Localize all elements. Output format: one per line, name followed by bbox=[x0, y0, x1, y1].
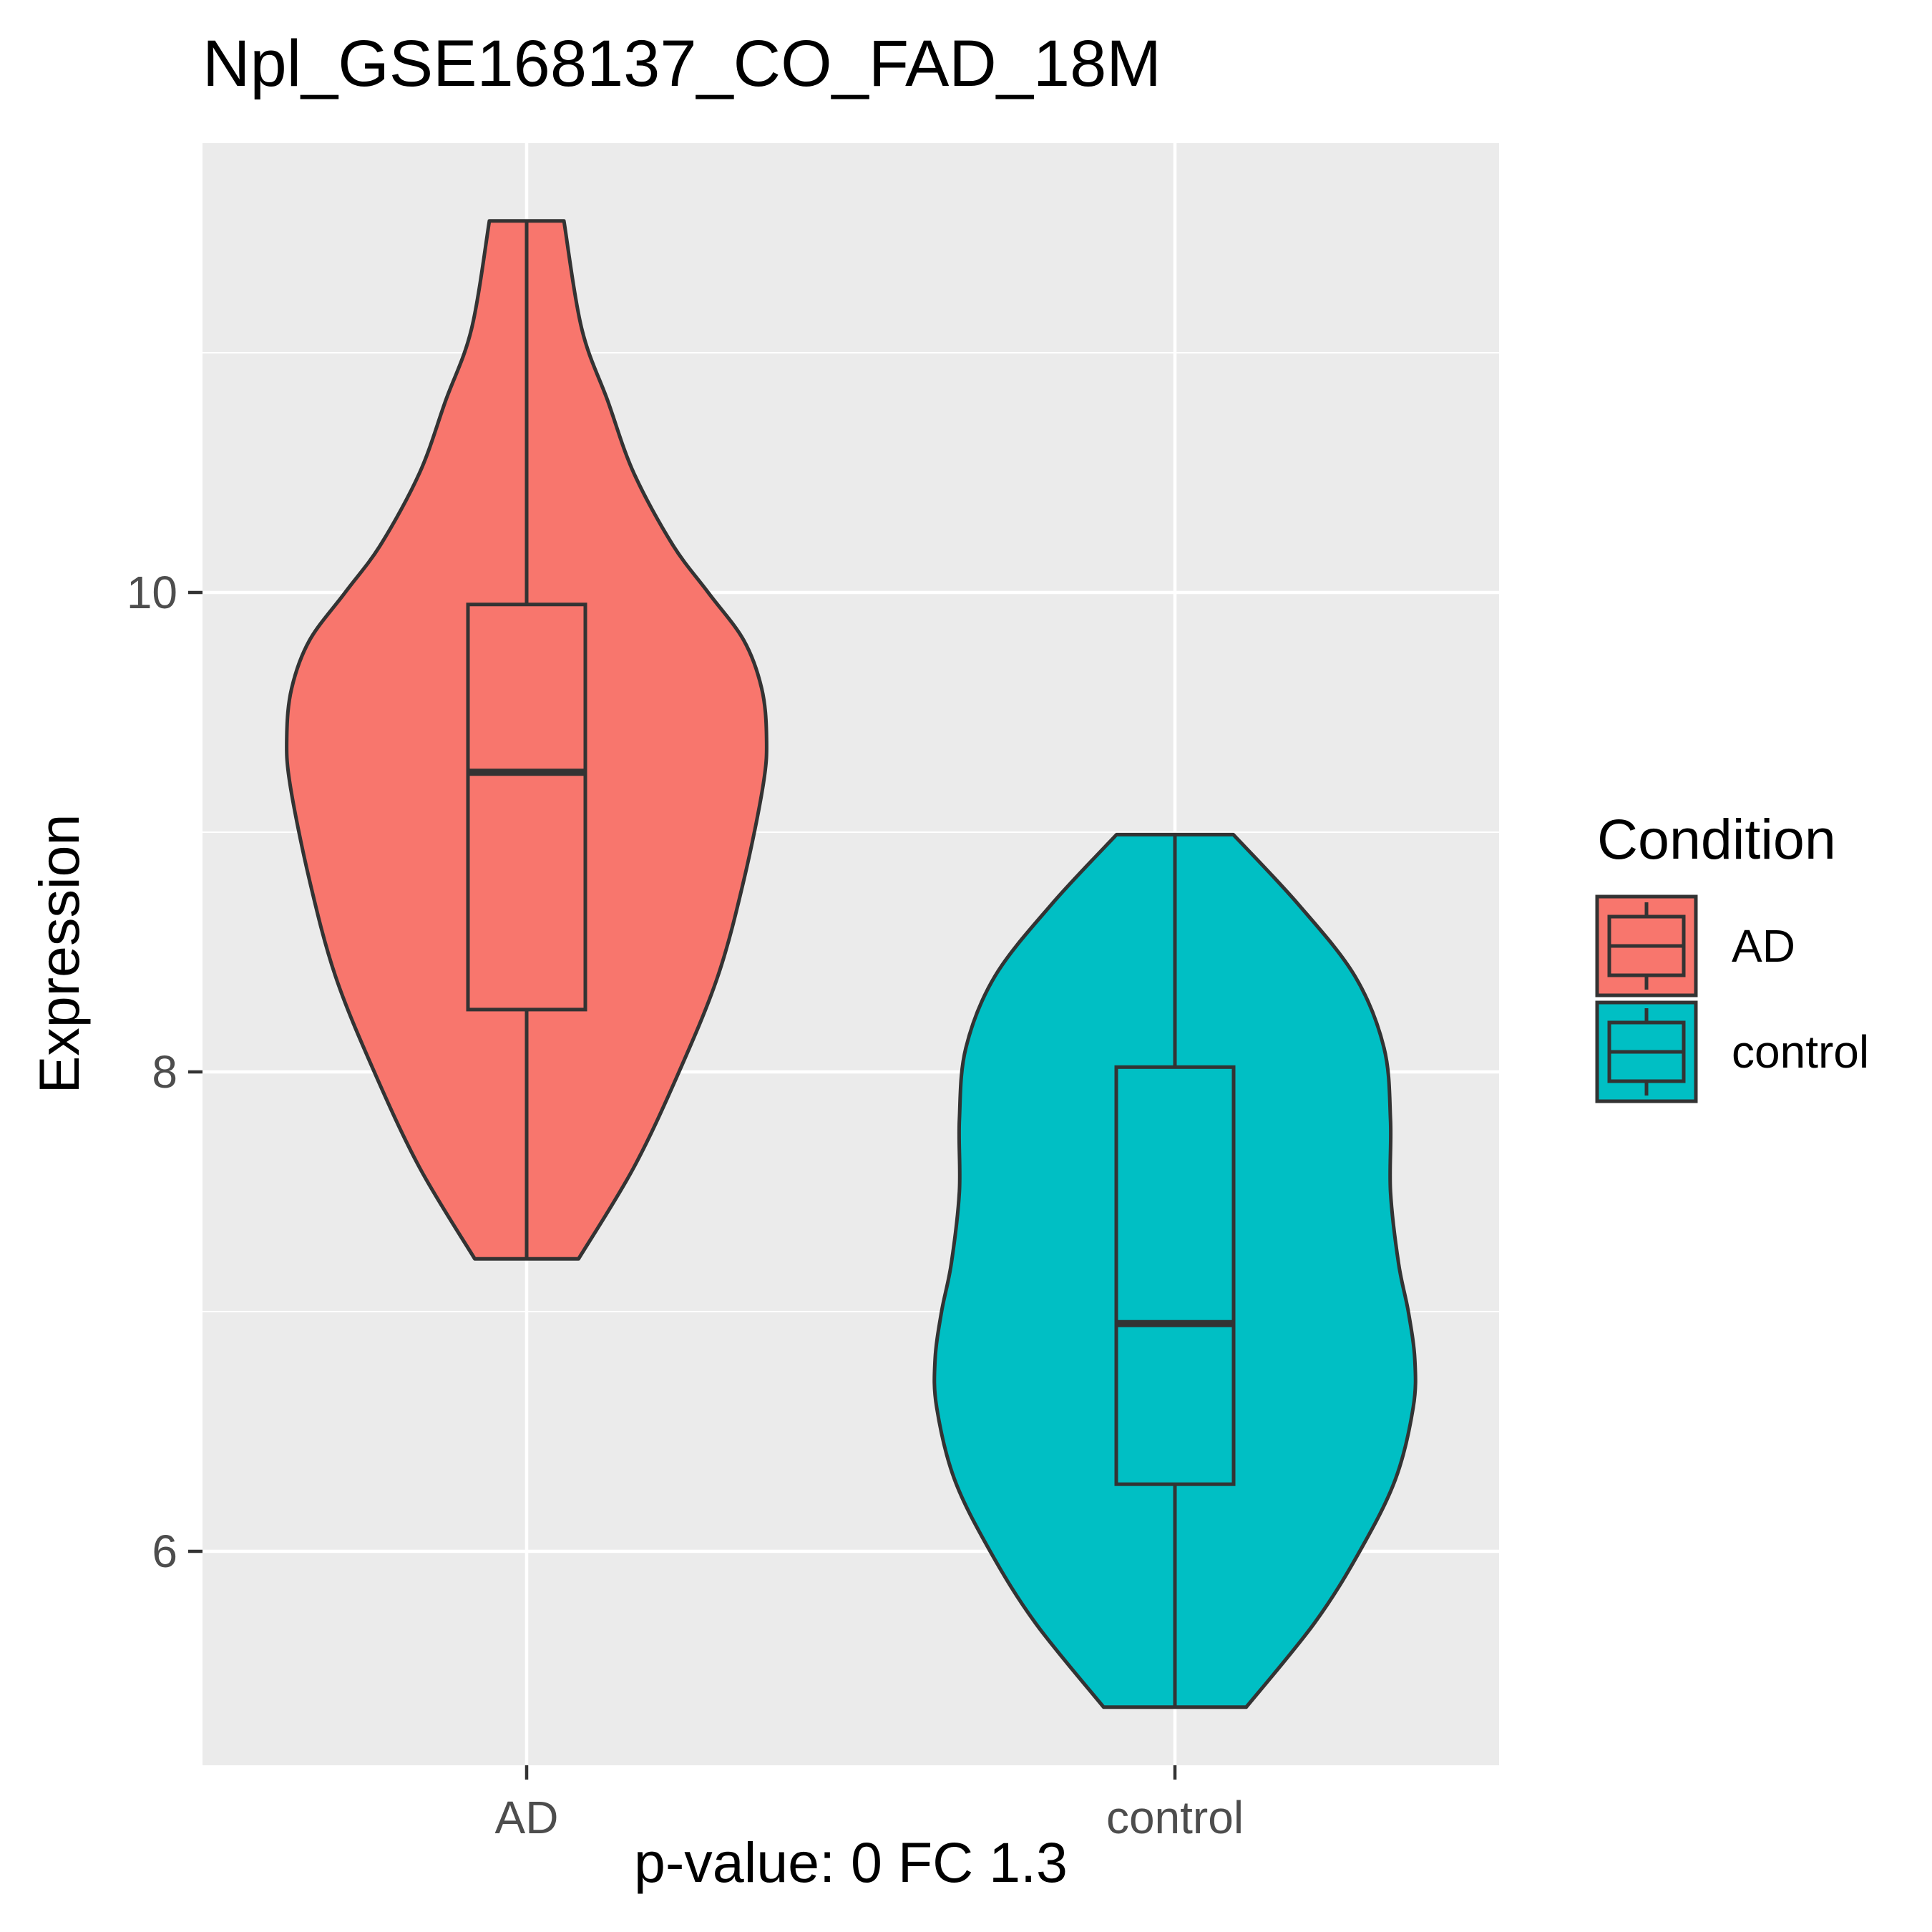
y-tick-label: 6 bbox=[152, 1526, 177, 1577]
legend-label-AD: AD bbox=[1732, 920, 1795, 972]
legend-title: Condition bbox=[1597, 807, 1836, 871]
y-tick-label: 8 bbox=[152, 1046, 177, 1098]
x-axis-label: p-value: 0 FC 1.3 bbox=[634, 1830, 1068, 1894]
x-tick-label: AD bbox=[495, 1792, 559, 1843]
legend: Condition AD control bbox=[1595, 807, 1869, 1103]
x-tick-label: control bbox=[1106, 1792, 1244, 1843]
box-AD bbox=[466, 602, 587, 1012]
axes: 6 8 10 AD control bbox=[127, 567, 1244, 1843]
legend-label-control: control bbox=[1732, 1026, 1869, 1078]
box-control bbox=[1114, 1065, 1236, 1486]
y-axis-label: Expression bbox=[27, 814, 91, 1094]
y-tick-label: 10 bbox=[127, 567, 177, 618]
violins bbox=[285, 219, 1418, 1709]
chart-title: Npl_GSE168137_CO_FAD_18M bbox=[203, 27, 1161, 100]
grid-lines bbox=[203, 143, 1499, 1765]
